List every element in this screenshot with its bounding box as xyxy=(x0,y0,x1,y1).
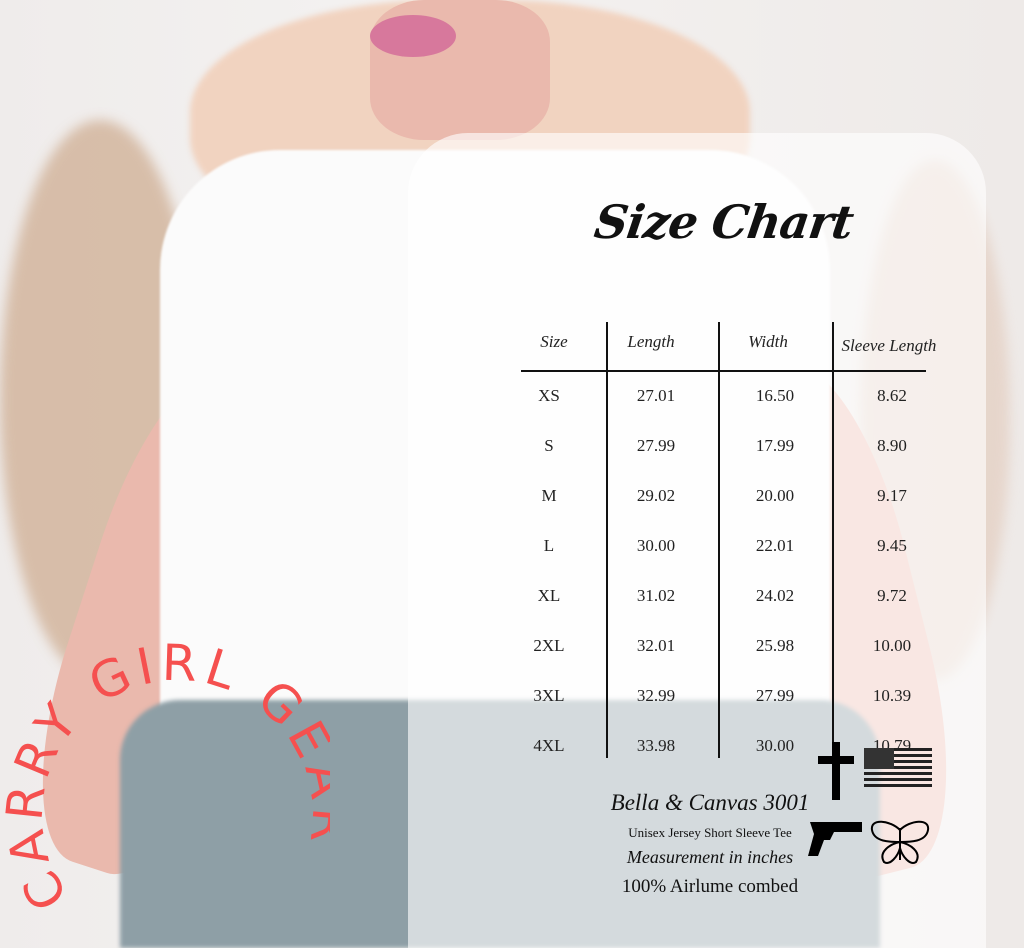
handgun-icon xyxy=(808,822,862,856)
cell-length: 27.01 xyxy=(636,386,676,405)
cell-sleeve-length: 9.17 xyxy=(877,486,907,505)
cell-size: S xyxy=(544,436,554,455)
material-note: 100% Airlume combed xyxy=(621,876,799,897)
column-divider xyxy=(718,322,720,758)
cell-length: 27.99 xyxy=(636,436,676,455)
cell-size: L xyxy=(543,536,555,555)
header-sleeve-length: Sleeve Length xyxy=(841,336,937,355)
american-flag-icon xyxy=(864,748,932,787)
cell-sleeve-length: 8.90 xyxy=(877,436,907,455)
product-description: Unisex Jersey Short Sleeve Tee xyxy=(628,825,792,840)
cell-length: 30.00 xyxy=(636,536,676,555)
header-size: Size xyxy=(540,332,568,351)
cross-icon xyxy=(818,742,854,800)
units-note: Measurement in inches xyxy=(626,847,794,867)
cell-size: 3XL xyxy=(533,686,565,705)
cell-width: 27.99 xyxy=(755,686,795,705)
logo-text: CARRY GIRL GEAR xyxy=(0,634,330,920)
column-divider xyxy=(606,322,608,758)
cell-width: 17.99 xyxy=(755,436,795,455)
header-length: Length xyxy=(627,332,675,351)
svg-text:CARRY GIRL GEAR: CARRY GIRL GEAR xyxy=(0,634,330,920)
cell-size: 2XL xyxy=(533,636,565,655)
cell-sleeve-length: 9.45 xyxy=(877,536,907,555)
cell-width: 22.01 xyxy=(755,536,795,555)
cell-length: 32.01 xyxy=(636,636,676,655)
header-width: Width xyxy=(748,332,788,351)
cell-width: 25.98 xyxy=(755,636,795,655)
size-chart-title: Size Chart xyxy=(591,195,857,249)
carry-girl-gear-logo: CARRY GIRL GEAR xyxy=(0,634,330,920)
header-divider xyxy=(521,370,926,372)
cell-width: 24.02 xyxy=(755,586,795,605)
cell-size: XL xyxy=(537,586,561,605)
size-chart-panel xyxy=(408,133,986,948)
cell-width: 30.00 xyxy=(755,736,795,755)
lips xyxy=(370,15,456,57)
cell-length: 31.02 xyxy=(636,586,676,605)
cell-size: M xyxy=(541,486,557,505)
cell-length: 32.99 xyxy=(636,686,676,705)
brand-name: Bella & Canvas 3001 xyxy=(610,790,810,815)
cell-length: 29.02 xyxy=(636,486,676,505)
cell-width: 20.00 xyxy=(755,486,795,505)
cell-size: XS xyxy=(538,386,560,405)
cell-sleeve-length: 8.62 xyxy=(877,386,907,405)
cell-length: 33.98 xyxy=(636,736,676,755)
butterfly-icon xyxy=(870,820,930,864)
cell-sleeve-length: 10.39 xyxy=(872,686,912,705)
cell-width: 16.50 xyxy=(755,386,795,405)
cell-size: 4XL xyxy=(533,736,565,755)
column-divider xyxy=(832,322,834,758)
cell-sleeve-length: 9.72 xyxy=(877,586,907,605)
cell-sleeve-length: 10.00 xyxy=(872,636,912,655)
